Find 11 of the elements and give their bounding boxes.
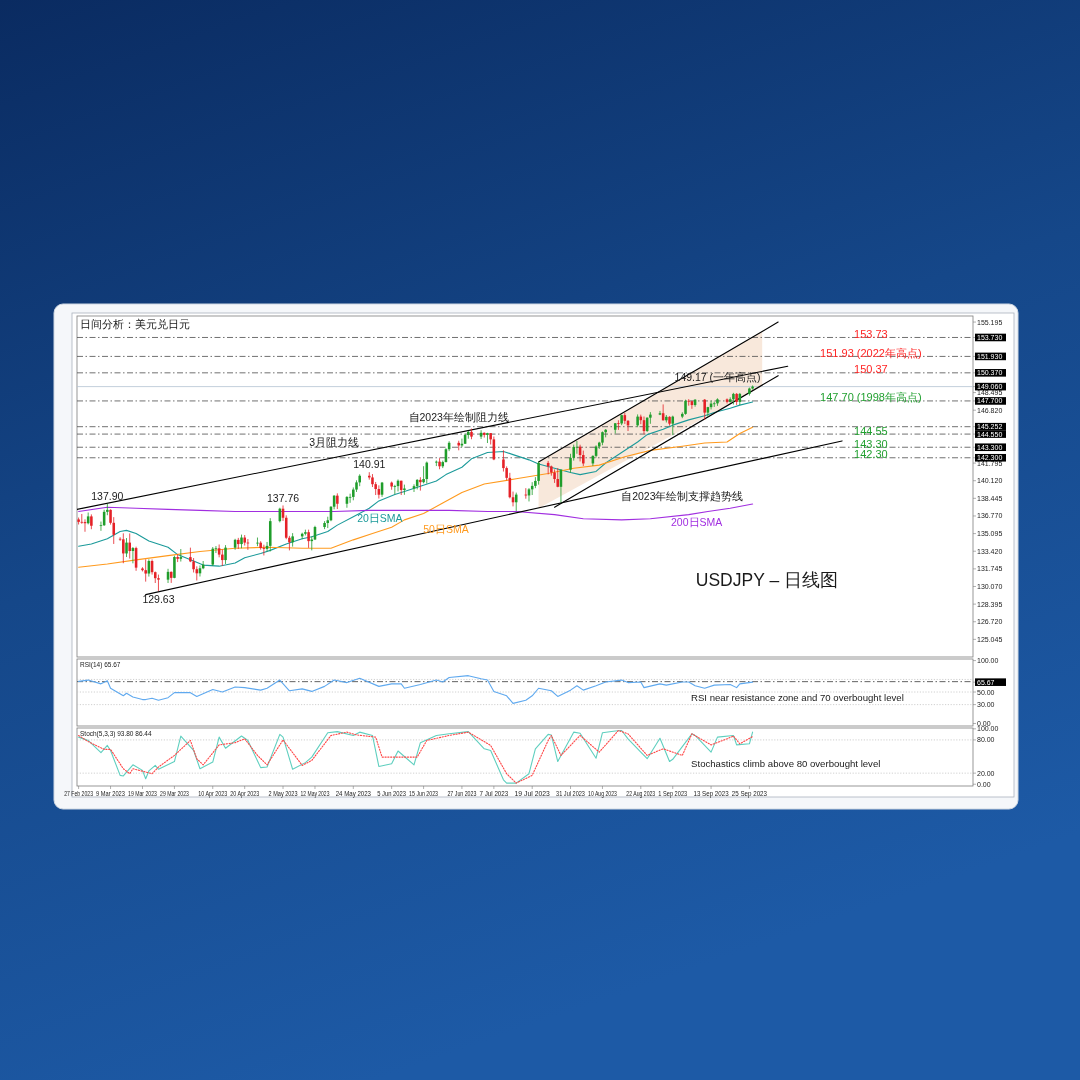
annotation: 137.76 [266,491,300,504]
annotation: 自2023年绘制支撑趋势线 [621,489,744,502]
annotation: 自2023年绘制阻力线 [408,410,509,423]
subtitle: USDJPY – 日线图 [695,569,838,590]
annotation: Stochastics climb above 80 overbought level [691,758,881,770]
title: 日间分析：美元兑日元 [80,318,190,330]
annotation: 137.90 [91,490,124,503]
annotation: 3月阻力线 [309,435,360,448]
annotation: 129.63 [142,593,175,606]
annotation: RSI near resistance zone and 70 overbought level [691,692,904,704]
annotation: 140.91 [353,458,386,471]
